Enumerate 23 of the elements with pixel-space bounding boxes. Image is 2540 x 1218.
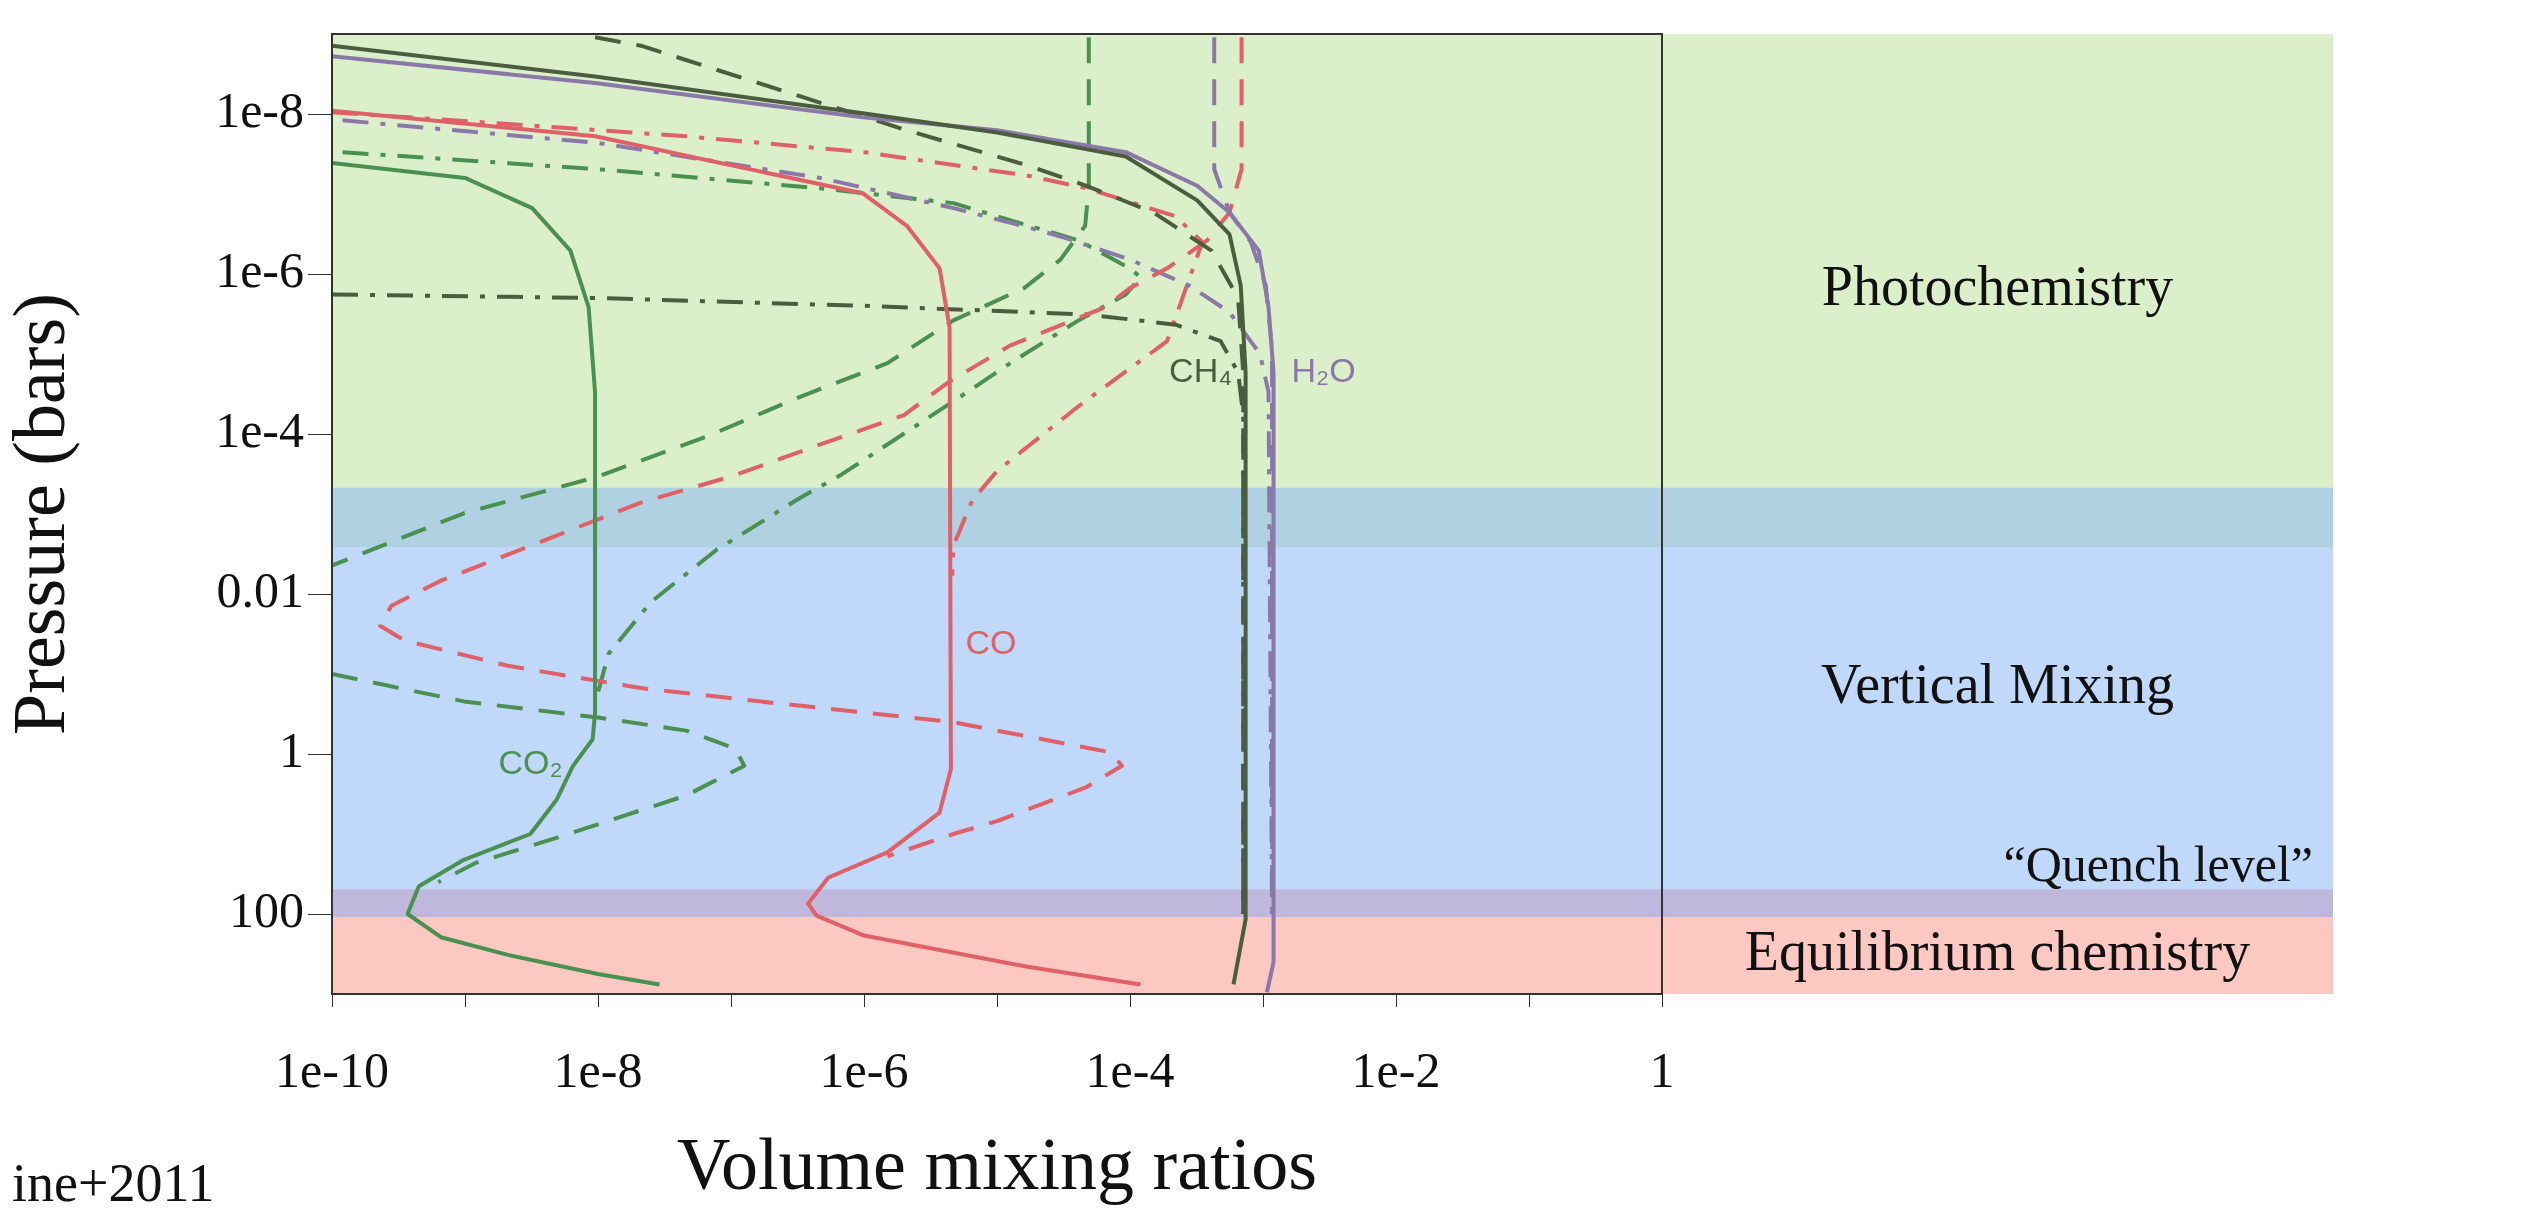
x-axis-title: Volume mixing ratios [677,1123,1317,1206]
x-tick-label: 1e-6 [819,1042,909,1099]
series-label: CO₂ [498,742,563,781]
y-tick-label: 1e-8 [215,82,304,139]
y-tick-label: 0.01 [216,562,304,619]
series-label: CH₄ [1169,350,1233,389]
x-tick-label: 1e-2 [1351,1042,1441,1099]
x-tick-label: 1e-10 [275,1042,389,1099]
y-tick-label: 1 [279,722,304,779]
x-tick-label: 1 [1649,1042,1675,1099]
band-label: Equilibrium chemistry [1744,920,2251,983]
x-tick-label: 1e-4 [1085,1042,1175,1099]
x-tick-label: 1e-8 [553,1042,643,1099]
series-label: H₂O [1291,350,1356,389]
y-tick-label: 1e-6 [215,242,304,299]
band-label: “Quench level” [2003,836,2313,893]
series-label: CO [965,622,1017,661]
y-axis-title: Pressure (bars) [0,293,80,735]
y-tick-label: 100 [229,882,304,939]
band-label: Photochemistry [1821,255,2174,318]
band-label: Vertical Mixing [1820,653,2175,716]
text: ine+2011 [12,1153,215,1214]
y-tick-label: 1e-4 [215,402,304,459]
